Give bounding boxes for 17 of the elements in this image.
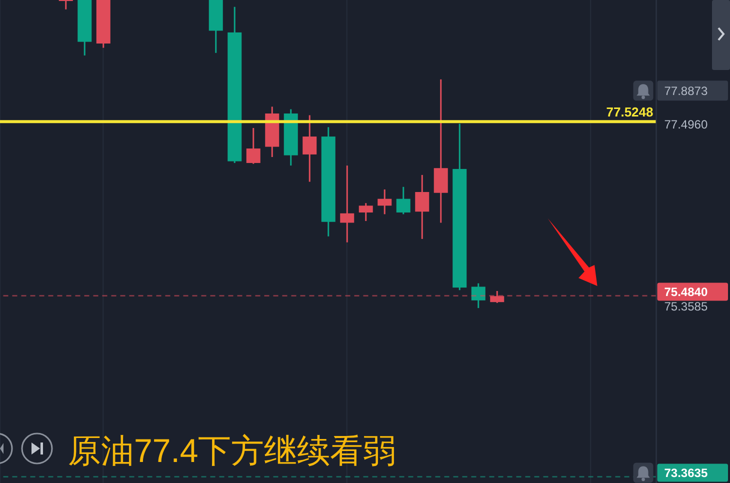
candlestick <box>58 0 73 10</box>
ref-line-label: 75.4840 <box>664 285 708 300</box>
text: 原油77.4下方继续看弱 <box>68 432 396 469</box>
ref-line-label: 77.5248 <box>606 104 654 120</box>
candlestick <box>490 290 504 304</box>
candlestick <box>358 202 373 222</box>
candlestick <box>246 127 260 165</box>
y-tick-label: 75.3585 <box>664 300 708 314</box>
candlestick <box>340 164 354 244</box>
candlestick <box>396 186 410 215</box>
ref-line-label: 73.3635 <box>664 466 708 480</box>
y-tick-label: 77.4960 <box>664 117 708 132</box>
candlestick <box>471 282 486 309</box>
candlestick <box>415 174 430 240</box>
y-tick-label: 77.8873 <box>664 84 708 98</box>
candlestick <box>378 188 392 215</box>
candlestick <box>302 114 317 183</box>
